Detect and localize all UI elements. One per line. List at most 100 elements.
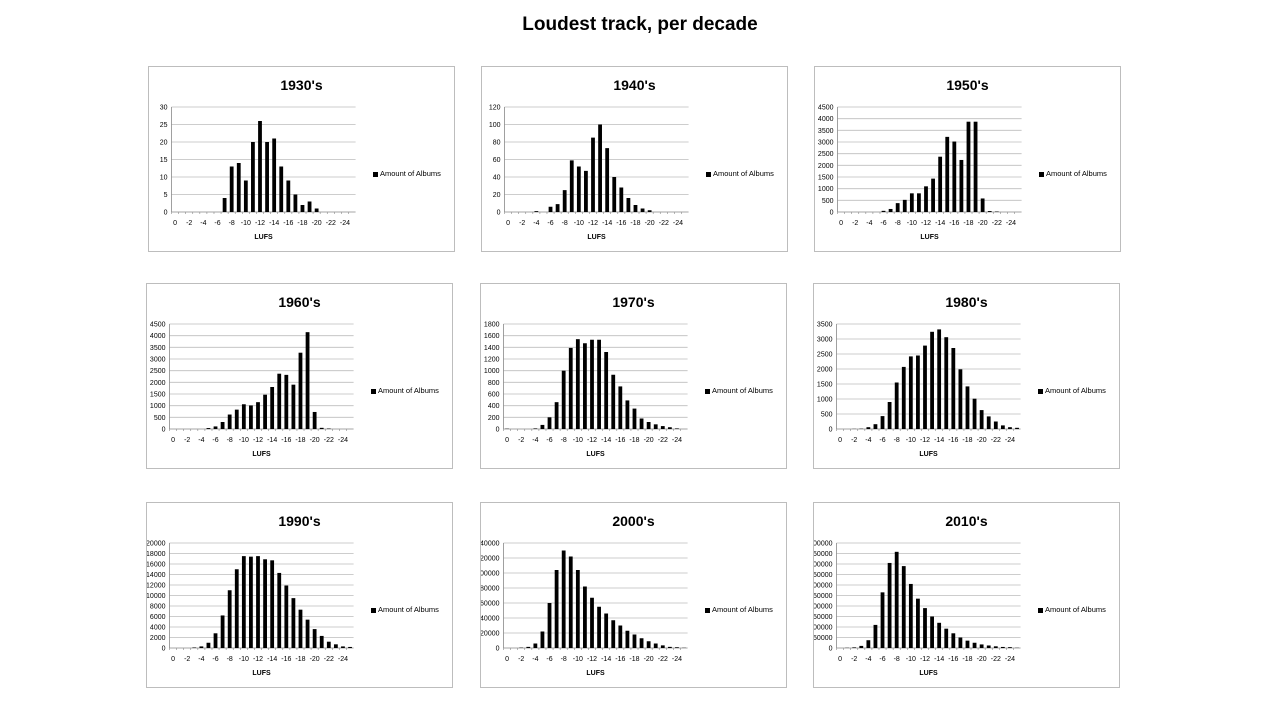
x-tick-label: 0 (171, 437, 175, 444)
y-tick-label: 20 (160, 140, 168, 147)
x-axis-label: LUFS (252, 451, 271, 458)
x-tick-label: -16 (615, 437, 625, 444)
bar (887, 402, 892, 429)
bar (632, 408, 637, 429)
bar (597, 339, 601, 429)
y-tick-label: 120000 (481, 556, 500, 563)
bar (575, 339, 580, 429)
bar (930, 616, 934, 648)
y-tick-label: 4000 (150, 333, 166, 340)
x-tick-label: -20 (977, 437, 987, 444)
y-tick-label: 500 (154, 415, 166, 422)
y-tick-label: 2000 (150, 380, 166, 387)
bar (575, 570, 580, 648)
x-tick-label: -14 (602, 220, 612, 227)
x-tick-label: 0 (838, 437, 842, 444)
bar (554, 570, 559, 648)
x-tick-label: -14 (935, 220, 945, 227)
legend: Amount of Albums (705, 386, 773, 395)
y-tick-label: 20000 (147, 541, 166, 548)
bar (1008, 647, 1012, 648)
chart-title: 2000's (612, 513, 655, 529)
bar (286, 180, 291, 212)
bar (901, 366, 906, 429)
x-tick-label: -6 (214, 220, 220, 227)
x-tick-label: -10 (239, 656, 249, 663)
legend: Amount of Albums (371, 605, 439, 614)
chart-panel: 1960's Amount of Albums 0 500 1000 1500 2000 25… (146, 283, 453, 469)
chart-panel: 2000's Amount of Albums 0 20000 40000 60000 80… (480, 502, 787, 688)
x-tick-label: -18 (962, 437, 972, 444)
x-tick-label: -4 (532, 656, 538, 663)
x-tick-label: -14 (601, 437, 611, 444)
bar (894, 551, 899, 648)
bar (548, 206, 553, 212)
legend-swatch (706, 171, 711, 177)
y-tick-label: 100000 (814, 625, 833, 632)
bar (256, 556, 260, 648)
y-tick-label: 3000 (817, 337, 833, 344)
bar (979, 644, 984, 648)
y-tick-label: 1000 (484, 368, 500, 375)
legend: Amount of Albums (705, 605, 773, 614)
bar (547, 603, 552, 648)
y-tick-label: 120 (489, 105, 501, 112)
bar (923, 608, 927, 648)
bar (597, 606, 601, 648)
bar (916, 598, 920, 648)
bar (873, 624, 878, 648)
bar (284, 374, 289, 429)
bar (612, 177, 617, 212)
bar (605, 148, 610, 212)
x-tick-label: -12 (253, 656, 263, 663)
x-axis-label: LUFS (920, 234, 939, 241)
x-axis-label: LUFS (586, 451, 605, 458)
x-tick-label: -12 (921, 220, 931, 227)
x-tick-label: -24 (1005, 656, 1015, 663)
x-tick-label: -4 (866, 220, 872, 227)
bar (319, 427, 324, 429)
chart-panel: 1940's Amount of Albums 0 20 40 60 80 100 120 0 -2… (481, 66, 788, 252)
bar (555, 204, 560, 212)
bar (256, 402, 260, 429)
x-tick-label: -16 (615, 656, 625, 663)
bar (590, 339, 594, 429)
bar (908, 583, 913, 648)
y-tick-label: 800 (488, 380, 500, 387)
y-tick-label: 500 (822, 198, 834, 205)
bar (973, 121, 978, 212)
x-tick-label: 0 (505, 656, 509, 663)
bar (931, 178, 935, 212)
y-tick-label: 60 (493, 157, 501, 164)
bar (265, 142, 269, 212)
y-tick-label: 2500 (150, 368, 166, 375)
y-tick-label: 80 (493, 140, 501, 147)
x-tick-label: -20 (644, 656, 654, 663)
bar (653, 643, 658, 648)
bar (576, 166, 581, 212)
y-tick-label: 4000 (150, 625, 166, 632)
bar (951, 633, 956, 648)
bar (895, 203, 900, 212)
bar (908, 356, 913, 429)
x-tick-label: -24 (1006, 220, 1016, 227)
bar (993, 421, 998, 429)
bar (938, 156, 943, 212)
y-tick-label: 200 (488, 415, 500, 422)
legend-label: Amount of Albums (380, 169, 441, 178)
bar (626, 198, 631, 212)
x-tick-label: -4 (865, 656, 871, 663)
bar (561, 550, 566, 648)
x-tick-label: -4 (198, 437, 204, 444)
bar (220, 422, 225, 429)
bar (291, 598, 296, 648)
bar (206, 642, 211, 648)
bar (993, 646, 998, 648)
legend-swatch (371, 388, 376, 394)
bar (675, 428, 679, 429)
bar (305, 619, 310, 648)
chart-title: 1930's (280, 77, 323, 93)
x-tick-label: -8 (894, 656, 900, 663)
y-tick-label: 1500 (817, 382, 833, 389)
y-tick-label: 140000 (481, 541, 500, 548)
